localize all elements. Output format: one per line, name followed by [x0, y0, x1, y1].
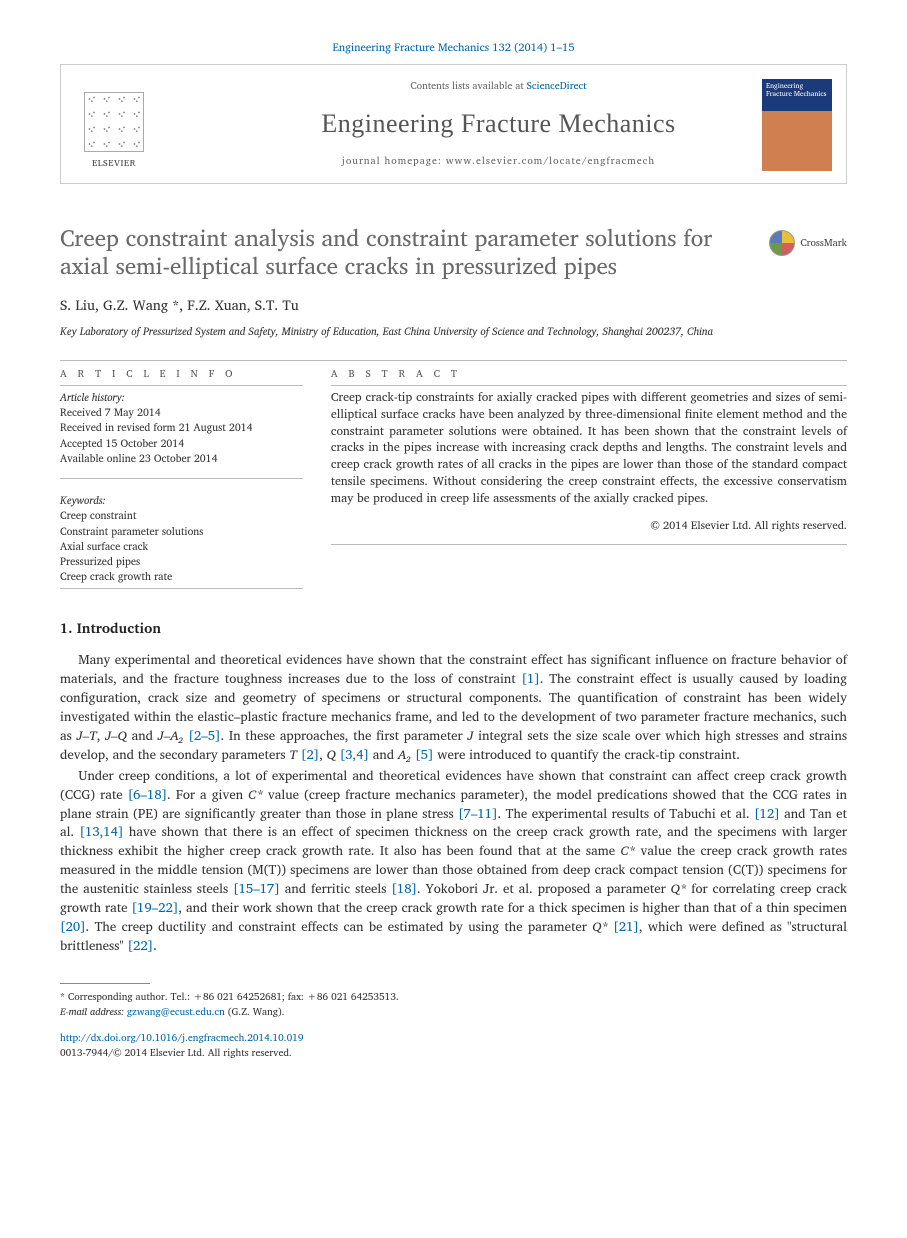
author-list: S. Liu, G.Z. Wang *, F.Z. Xuan, S.T. Tu — [60, 296, 847, 316]
citation-link[interactable]: [21] — [613, 915, 639, 937]
intro-paragraph-1: Many experimental and theoretical eviden… — [60, 650, 847, 764]
symbol-a2: A₂ — [398, 743, 411, 765]
symbol-q: Q — [327, 743, 336, 765]
symbol-qstar: Q* — [592, 915, 608, 937]
contents-prefix: Contents lists available at — [410, 78, 526, 94]
divider — [60, 385, 303, 386]
divider — [60, 588, 303, 589]
abstract-text: Creep crack-tip constraints for axially … — [331, 390, 847, 508]
contents-available-line: Contents lists available at ScienceDirec… — [169, 79, 828, 94]
text-run: , — [319, 743, 326, 765]
running-head: Engineering Fracture Mechanics 132 (2014… — [60, 40, 847, 56]
citation-link[interactable]: [2] — [301, 743, 319, 765]
email-attribution: (G.Z. Wang). — [225, 1004, 285, 1020]
doi-link[interactable]: http://dx.doi.org/10.1016/j.engfracmech.… — [60, 1030, 303, 1046]
divider — [331, 385, 847, 386]
text-run: . The creep ductility and constraint eff… — [86, 915, 593, 937]
journal-name: Engineering Fracture Mechanics — [169, 105, 828, 143]
divider — [60, 360, 847, 361]
affiliation: Key Laboratory of Pressurized System and… — [60, 324, 847, 339]
journal-cover-thumbnail: Engineering Fracture Mechanics — [762, 79, 832, 171]
elsevier-tree-icon — [84, 92, 144, 152]
text-run: and — [369, 743, 398, 765]
cover-thumb-title: Engineering Fracture Mechanics — [766, 81, 826, 100]
article-info-column: A R T I C L E I N F O Article history: R… — [60, 367, 303, 594]
doi-block: http://dx.doi.org/10.1016/j.engfracmech.… — [60, 1031, 847, 1060]
citation-link[interactable]: [22] — [128, 934, 154, 956]
history-online: Available online 23 October 2014 — [60, 451, 303, 466]
article-head: CrossMark Creep constraint analysis and … — [60, 224, 847, 340]
text-run: . — [153, 934, 157, 956]
sciencedirect-link[interactable]: ScienceDirect — [527, 78, 587, 94]
intro-paragraph-2: Under creep conditions, a lot of experim… — [60, 766, 847, 956]
divider — [331, 544, 847, 545]
journal-homepage: journal homepage: www.elsevier.com/locat… — [169, 154, 828, 169]
article-info-label: A R T I C L E I N F O — [60, 367, 303, 382]
divider — [60, 478, 303, 479]
authors-text: S. Liu, G.Z. Wang *, F.Z. Xuan, S.T. Tu — [60, 294, 299, 317]
homepage-url[interactable]: www.elsevier.com/locate/engfracmech — [446, 153, 655, 169]
corresponding-author-line: * Corresponding author. Tel.: +86 021 64… — [60, 990, 847, 1005]
symbol-t: T — [289, 743, 297, 765]
article-title: Creep constraint analysis and constraint… — [60, 224, 729, 280]
email-link[interactable]: gzwang@ecust.edu.cn — [127, 1004, 225, 1020]
crossmark-label: CrossMark — [800, 236, 847, 251]
keyword: Creep crack growth rate — [60, 569, 303, 584]
journal-header: ELSEVIER Engineering Fracture Mechanics … — [60, 64, 847, 184]
issn-copyright: 0013-7944/© 2014 Elsevier Ltd. All right… — [60, 1046, 847, 1061]
publisher-name: ELSEVIER — [92, 156, 136, 169]
text-run: were introduced to quantify the crack-ti… — [434, 743, 740, 765]
publisher-logo: ELSEVIER — [75, 79, 153, 169]
corresponding-author-footnote: * Corresponding author. Tel.: +86 021 64… — [60, 990, 847, 1019]
crossmark-icon — [769, 230, 795, 256]
footnote-rule — [60, 983, 150, 984]
abstract-copyright: © 2014 Elsevier Ltd. All rights reserved… — [331, 518, 847, 534]
citation-link[interactable]: [5] — [415, 743, 433, 765]
citation-link[interactable]: [3,4] — [340, 743, 369, 765]
abstract-label: A B S T R A C T — [331, 367, 847, 382]
crossmark-badge[interactable]: CrossMark — [769, 230, 847, 256]
section-heading-introduction: 1. Introduction — [60, 619, 847, 639]
abstract-column: A B S T R A C T Creep crack-tip constrai… — [331, 367, 847, 594]
email-label: E-mail address: — [60, 1004, 127, 1020]
homepage-prefix: journal homepage: — [342, 153, 446, 169]
